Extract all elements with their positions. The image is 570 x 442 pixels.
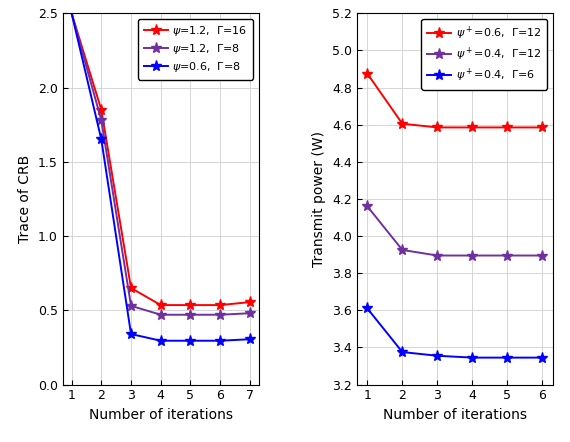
Line: $\psi^+$=0.4,  $\Gamma$=6: $\psi^+$=0.4, $\Gamma$=6 <box>362 303 548 363</box>
$\psi$=1.2,  $\Gamma$=16 <box>187 302 194 308</box>
$\psi^+$=0.6,  $\Gamma$=12 <box>399 121 406 126</box>
$\psi$=0.6,  $\Gamma$=8 <box>187 338 194 343</box>
Line: $\psi$=0.6,  $\Gamma$=8: $\psi$=0.6, $\Gamma$=8 <box>96 134 255 346</box>
$\psi^+$=0.4,  $\Gamma$=12 <box>399 248 406 253</box>
$\psi^+$=0.6,  $\Gamma$=12 <box>504 125 511 130</box>
$\psi$=0.6,  $\Gamma$=8 <box>98 137 105 142</box>
$\psi$=1.2,  $\Gamma$=8 <box>128 303 135 309</box>
$\psi$=0.6,  $\Gamma$=8 <box>157 338 164 343</box>
Legend: $\psi$=1.2,  $\Gamma$=16, $\psi$=1.2,  $\Gamma$=8, $\psi$=0.6,  $\Gamma$=8: $\psi$=1.2, $\Gamma$=16, $\psi$=1.2, $\G… <box>138 19 253 80</box>
$\psi$=1.2,  $\Gamma$=8 <box>98 118 105 123</box>
$\psi$=0.6,  $\Gamma$=8 <box>217 338 223 343</box>
Y-axis label: Trace of CRB: Trace of CRB <box>18 155 32 243</box>
Line: $\psi$=1.2,  $\Gamma$=8: $\psi$=1.2, $\Gamma$=8 <box>96 114 255 320</box>
$\psi$=1.2,  $\Gamma$=16 <box>157 302 164 308</box>
$\psi^+$=0.6,  $\Gamma$=12 <box>539 125 546 130</box>
$\psi^+$=0.6,  $\Gamma$=12 <box>434 125 441 130</box>
Line: $\psi^+$=0.6,  $\Gamma$=12: $\psi^+$=0.6, $\Gamma$=12 <box>362 68 548 133</box>
Y-axis label: Transmit power (W): Transmit power (W) <box>312 131 327 267</box>
$\psi^+$=0.4,  $\Gamma$=12 <box>434 253 441 258</box>
$\psi^+$=0.4,  $\Gamma$=6 <box>504 355 511 360</box>
$\psi^+$=0.4,  $\Gamma$=12 <box>539 253 546 258</box>
$\psi$=1.2,  $\Gamma$=16 <box>98 107 105 112</box>
$\psi^+$=0.6,  $\Gamma$=12 <box>469 125 476 130</box>
$\psi^+$=0.4,  $\Gamma$=12 <box>469 253 476 258</box>
$\psi$=1.2,  $\Gamma$=8 <box>217 312 223 317</box>
$\psi^+$=0.4,  $\Gamma$=6 <box>469 355 476 360</box>
$\psi^+$=0.4,  $\Gamma$=6 <box>364 306 371 311</box>
$\psi$=1.2,  $\Gamma$=8 <box>187 312 194 317</box>
Line: $\psi$=1.2,  $\Gamma$=16: $\psi$=1.2, $\Gamma$=16 <box>96 104 255 311</box>
X-axis label: Number of iterations: Number of iterations <box>383 408 527 422</box>
Legend: $\psi^+$=0.6,  $\Gamma$=12, $\psi^+$=0.4,  $\Gamma$=12, $\psi^+$=0.4,  $\Gamma$=: $\psi^+$=0.6, $\Gamma$=12, $\psi^+$=0.4,… <box>421 19 547 90</box>
$\psi^+$=0.4,  $\Gamma$=6 <box>434 353 441 358</box>
$\psi^+$=0.4,  $\Gamma$=12 <box>504 253 511 258</box>
$\psi$=1.2,  $\Gamma$=8 <box>246 311 253 316</box>
$\psi$=1.2,  $\Gamma$=16 <box>128 286 135 291</box>
Line: $\psi^+$=0.4,  $\Gamma$=12: $\psi^+$=0.4, $\Gamma$=12 <box>362 201 548 261</box>
$\psi$=1.2,  $\Gamma$=16 <box>217 302 223 308</box>
$\psi^+$=0.6,  $\Gamma$=12 <box>364 71 371 76</box>
$\psi^+$=0.4,  $\Gamma$=6 <box>399 349 406 354</box>
$\psi$=0.6,  $\Gamma$=8 <box>246 337 253 342</box>
$\psi$=0.6,  $\Gamma$=8 <box>128 332 135 337</box>
$\psi$=1.2,  $\Gamma$=8 <box>157 312 164 317</box>
$\psi^+$=0.4,  $\Gamma$=6 <box>539 355 546 360</box>
X-axis label: Number of iterations: Number of iterations <box>89 408 233 422</box>
$\psi^+$=0.4,  $\Gamma$=12 <box>364 204 371 209</box>
$\psi$=1.2,  $\Gamma$=16 <box>246 300 253 305</box>
